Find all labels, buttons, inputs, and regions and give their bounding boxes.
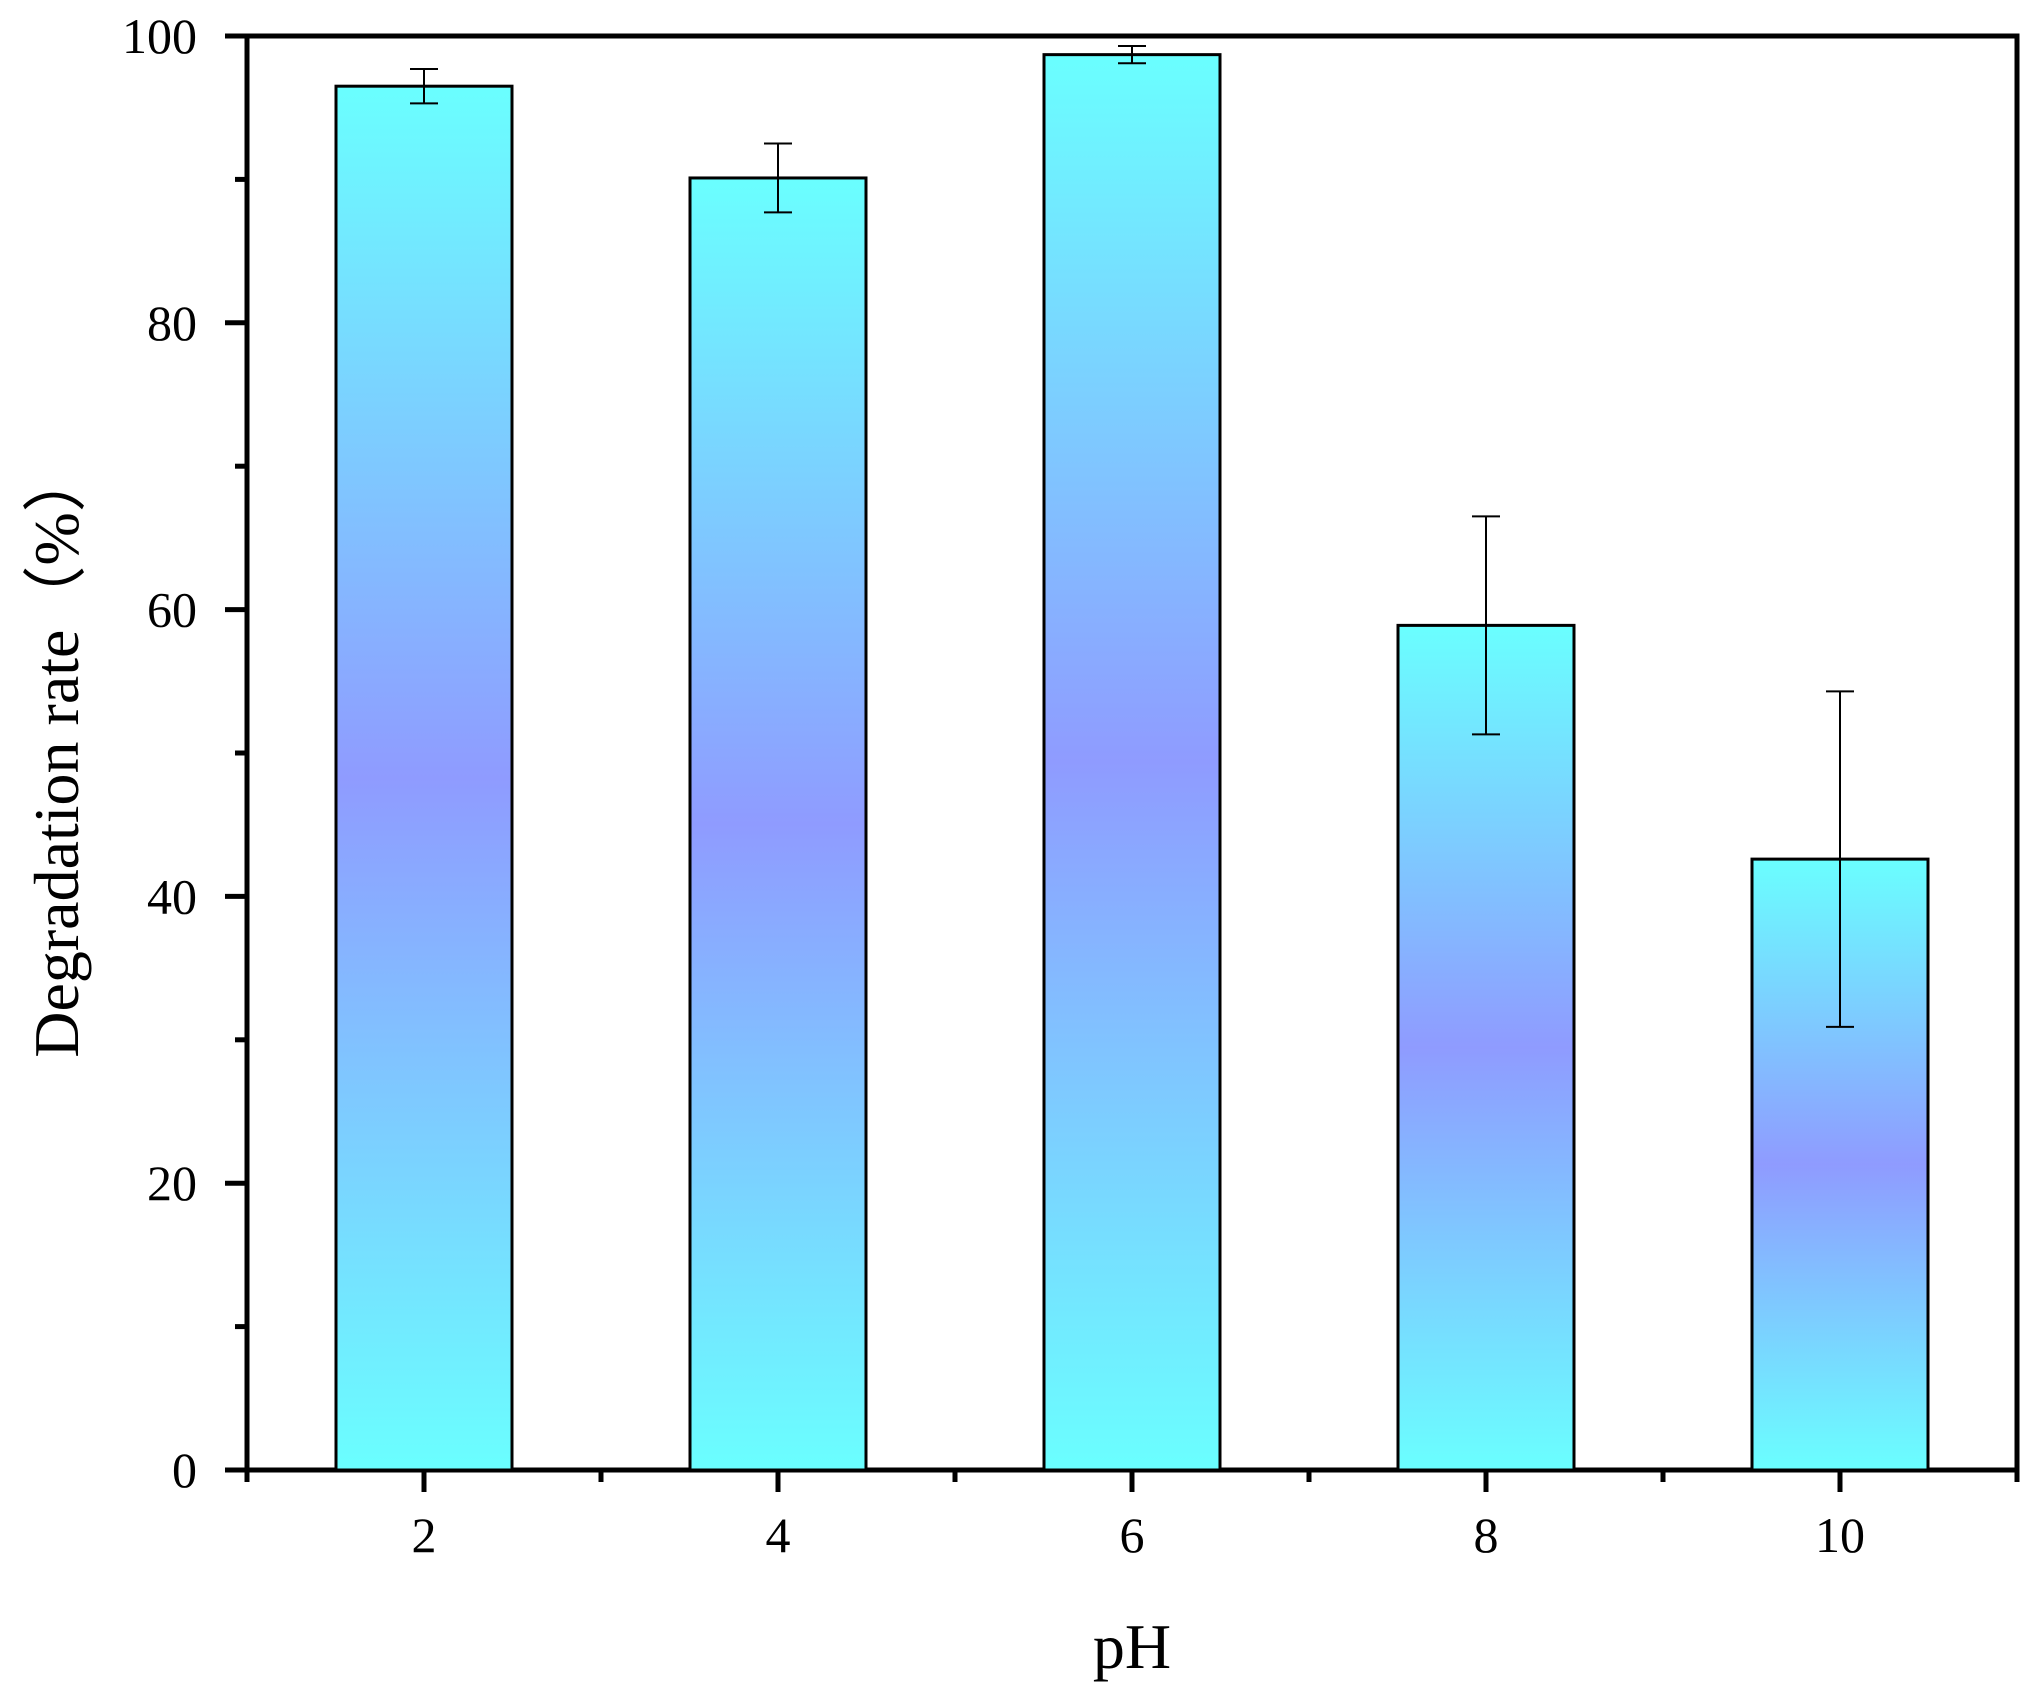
y-tick-label-80: 80: [147, 295, 197, 351]
y-tick-label-100: 100: [122, 8, 197, 64]
x-tick-label-10: 10: [1815, 1507, 1865, 1563]
error-bars-group: [410, 45, 1854, 1028]
x-axis-title: pH: [1093, 1611, 1171, 1682]
bars-group: [334, 53, 1930, 1472]
y-tick-label-0: 0: [172, 1442, 197, 1498]
x-tick-label-6: 6: [1120, 1507, 1145, 1563]
bar-4: [688, 176, 868, 1472]
x-tick-label-8: 8: [1474, 1507, 1499, 1563]
x-tick-label-2: 2: [412, 1507, 437, 1563]
bar-6: [1042, 53, 1222, 1472]
x-tick-label-4: 4: [766, 1507, 791, 1563]
bar-2: [334, 84, 514, 1472]
y-tick-label-40: 40: [147, 868, 197, 924]
x-axis: 2 4 6 8 10: [244, 1470, 2020, 1563]
y-tick-label-60: 60: [147, 582, 197, 638]
y-axis-title: Degradation rate（%）: [21, 448, 92, 1058]
y-axis: 0 20 40 60 80 100: [122, 8, 247, 1498]
y-tick-label-20: 20: [147, 1155, 197, 1211]
bar-8: [1396, 623, 1576, 1472]
